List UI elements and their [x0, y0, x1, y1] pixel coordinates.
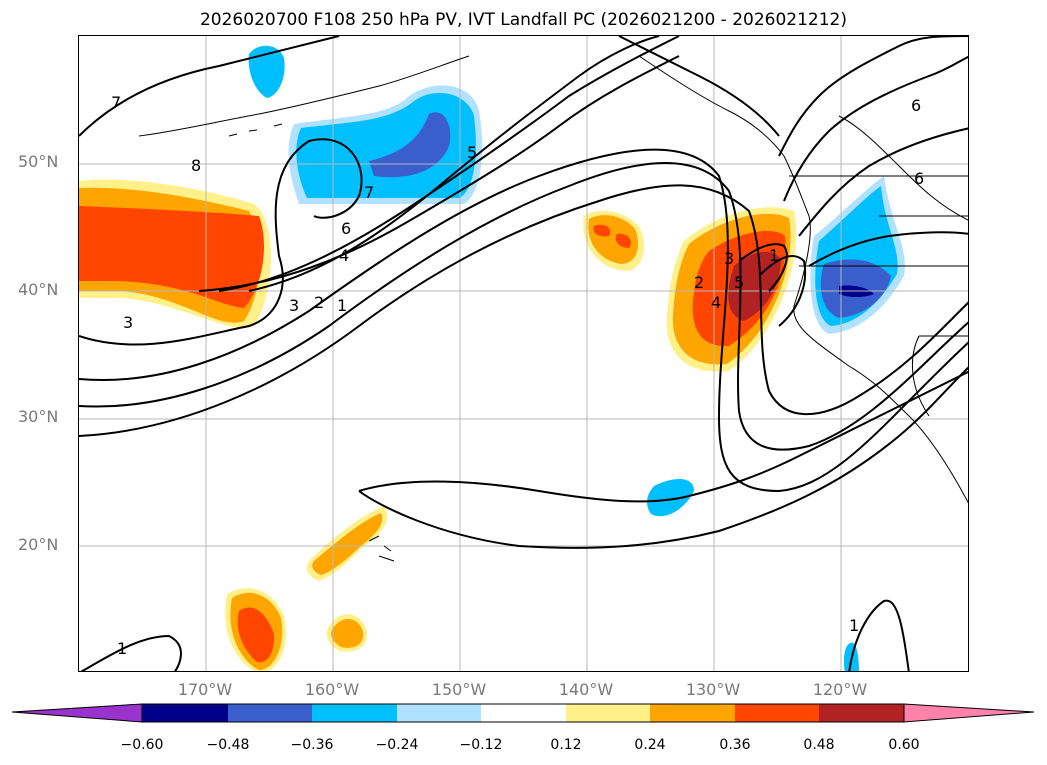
contour-label: 5: [467, 143, 477, 162]
contour-label: 7: [111, 93, 121, 112]
colorbar-frame: [141, 703, 905, 723]
contour-label: 3: [123, 313, 133, 332]
contour-label: 3: [289, 296, 299, 315]
colorbar-tick: 0.60: [888, 737, 920, 753]
contour-label: 2: [694, 273, 704, 292]
contour-label: 4: [339, 246, 349, 265]
colorbar-bin: [142, 704, 228, 722]
ivt-contours: [79, 36, 968, 671]
lat-label-50n: 50°N: [18, 152, 59, 171]
lon-label-120w: 120°W: [812, 680, 868, 699]
colorbar-under-extension: [11, 703, 143, 723]
contour-label: 6: [914, 169, 924, 188]
colorbar-bin: [735, 704, 819, 722]
colorbar-over-extension: [903, 703, 1035, 723]
colorbar: [11, 703, 1035, 723]
colorbar-bin: [650, 704, 735, 722]
contour-label: 1: [337, 296, 347, 315]
graticule: [79, 36, 968, 671]
contour-label: 5: [734, 273, 744, 292]
colorbar-tick: 0.24: [634, 737, 666, 753]
lon-label-140w: 140°W: [558, 680, 614, 699]
contour-label: 2: [314, 293, 324, 312]
colorbar-tick: −0.36: [290, 737, 334, 753]
contour-label: 3: [724, 249, 734, 268]
lat-label-20n: 20°N: [18, 535, 59, 554]
figure-title: 2026020700 F108 250 hPa PV, IVT Landfall…: [199, 10, 847, 30]
lat-label-40n: 40°N: [18, 280, 59, 299]
contour-label: 1: [117, 639, 127, 658]
colorbar-tick: −0.48: [206, 737, 250, 753]
lon-label-160w: 160°W: [304, 680, 360, 699]
colorbar-bin: [312, 704, 397, 722]
contour-labels: 7 8 7 5 6 4 3 2 1 3 1 2 3 4 5 1 6 6 1: [111, 93, 924, 658]
lon-label-130w: 130°W: [685, 680, 741, 699]
contour-label: 1: [849, 616, 859, 635]
lon-label-170w: 170°W: [177, 680, 233, 699]
contour-label: 4: [711, 293, 721, 312]
colorbar-tick: 0.12: [550, 737, 582, 753]
lat-label-30n: 30°N: [18, 407, 59, 426]
colorbar-tick: −0.12: [459, 737, 503, 753]
pv-anomaly-positive-west: [79, 179, 271, 328]
colorbar-tick: −0.24: [375, 737, 419, 753]
pv-anomaly-negative-gulf: [248, 45, 483, 204]
contour-label: 1: [769, 246, 779, 265]
colorbar-bin: [481, 704, 566, 722]
contour-label: 8: [191, 156, 201, 175]
contour-label: 6: [911, 96, 921, 115]
colorbar-bin: [819, 704, 904, 722]
pv-anomaly-positive-offshore: [666, 207, 797, 372]
pv-anomaly-small-south: [225, 479, 859, 671]
colorbar-tick: 0.48: [803, 737, 835, 753]
colorbar-tick: −0.60: [120, 737, 164, 753]
colorbar-tick: 0.36: [719, 737, 751, 753]
lon-label-150w: 150°W: [431, 680, 487, 699]
colorbar-bin: [228, 704, 312, 722]
pv-anomaly-negative-california: [810, 176, 905, 334]
coastlines: [138, 55, 968, 562]
colorbar-bin: [566, 704, 650, 722]
contour-label: 6: [341, 219, 351, 238]
colorbar-bin: [397, 704, 481, 722]
pv-anomaly-positive-mid: [583, 210, 644, 271]
map-panel: 7 8 7 5 6 4 3 2 1 3 1 2 3 4 5 1 6 6 1: [78, 35, 969, 672]
contour-label: 7: [364, 183, 374, 202]
